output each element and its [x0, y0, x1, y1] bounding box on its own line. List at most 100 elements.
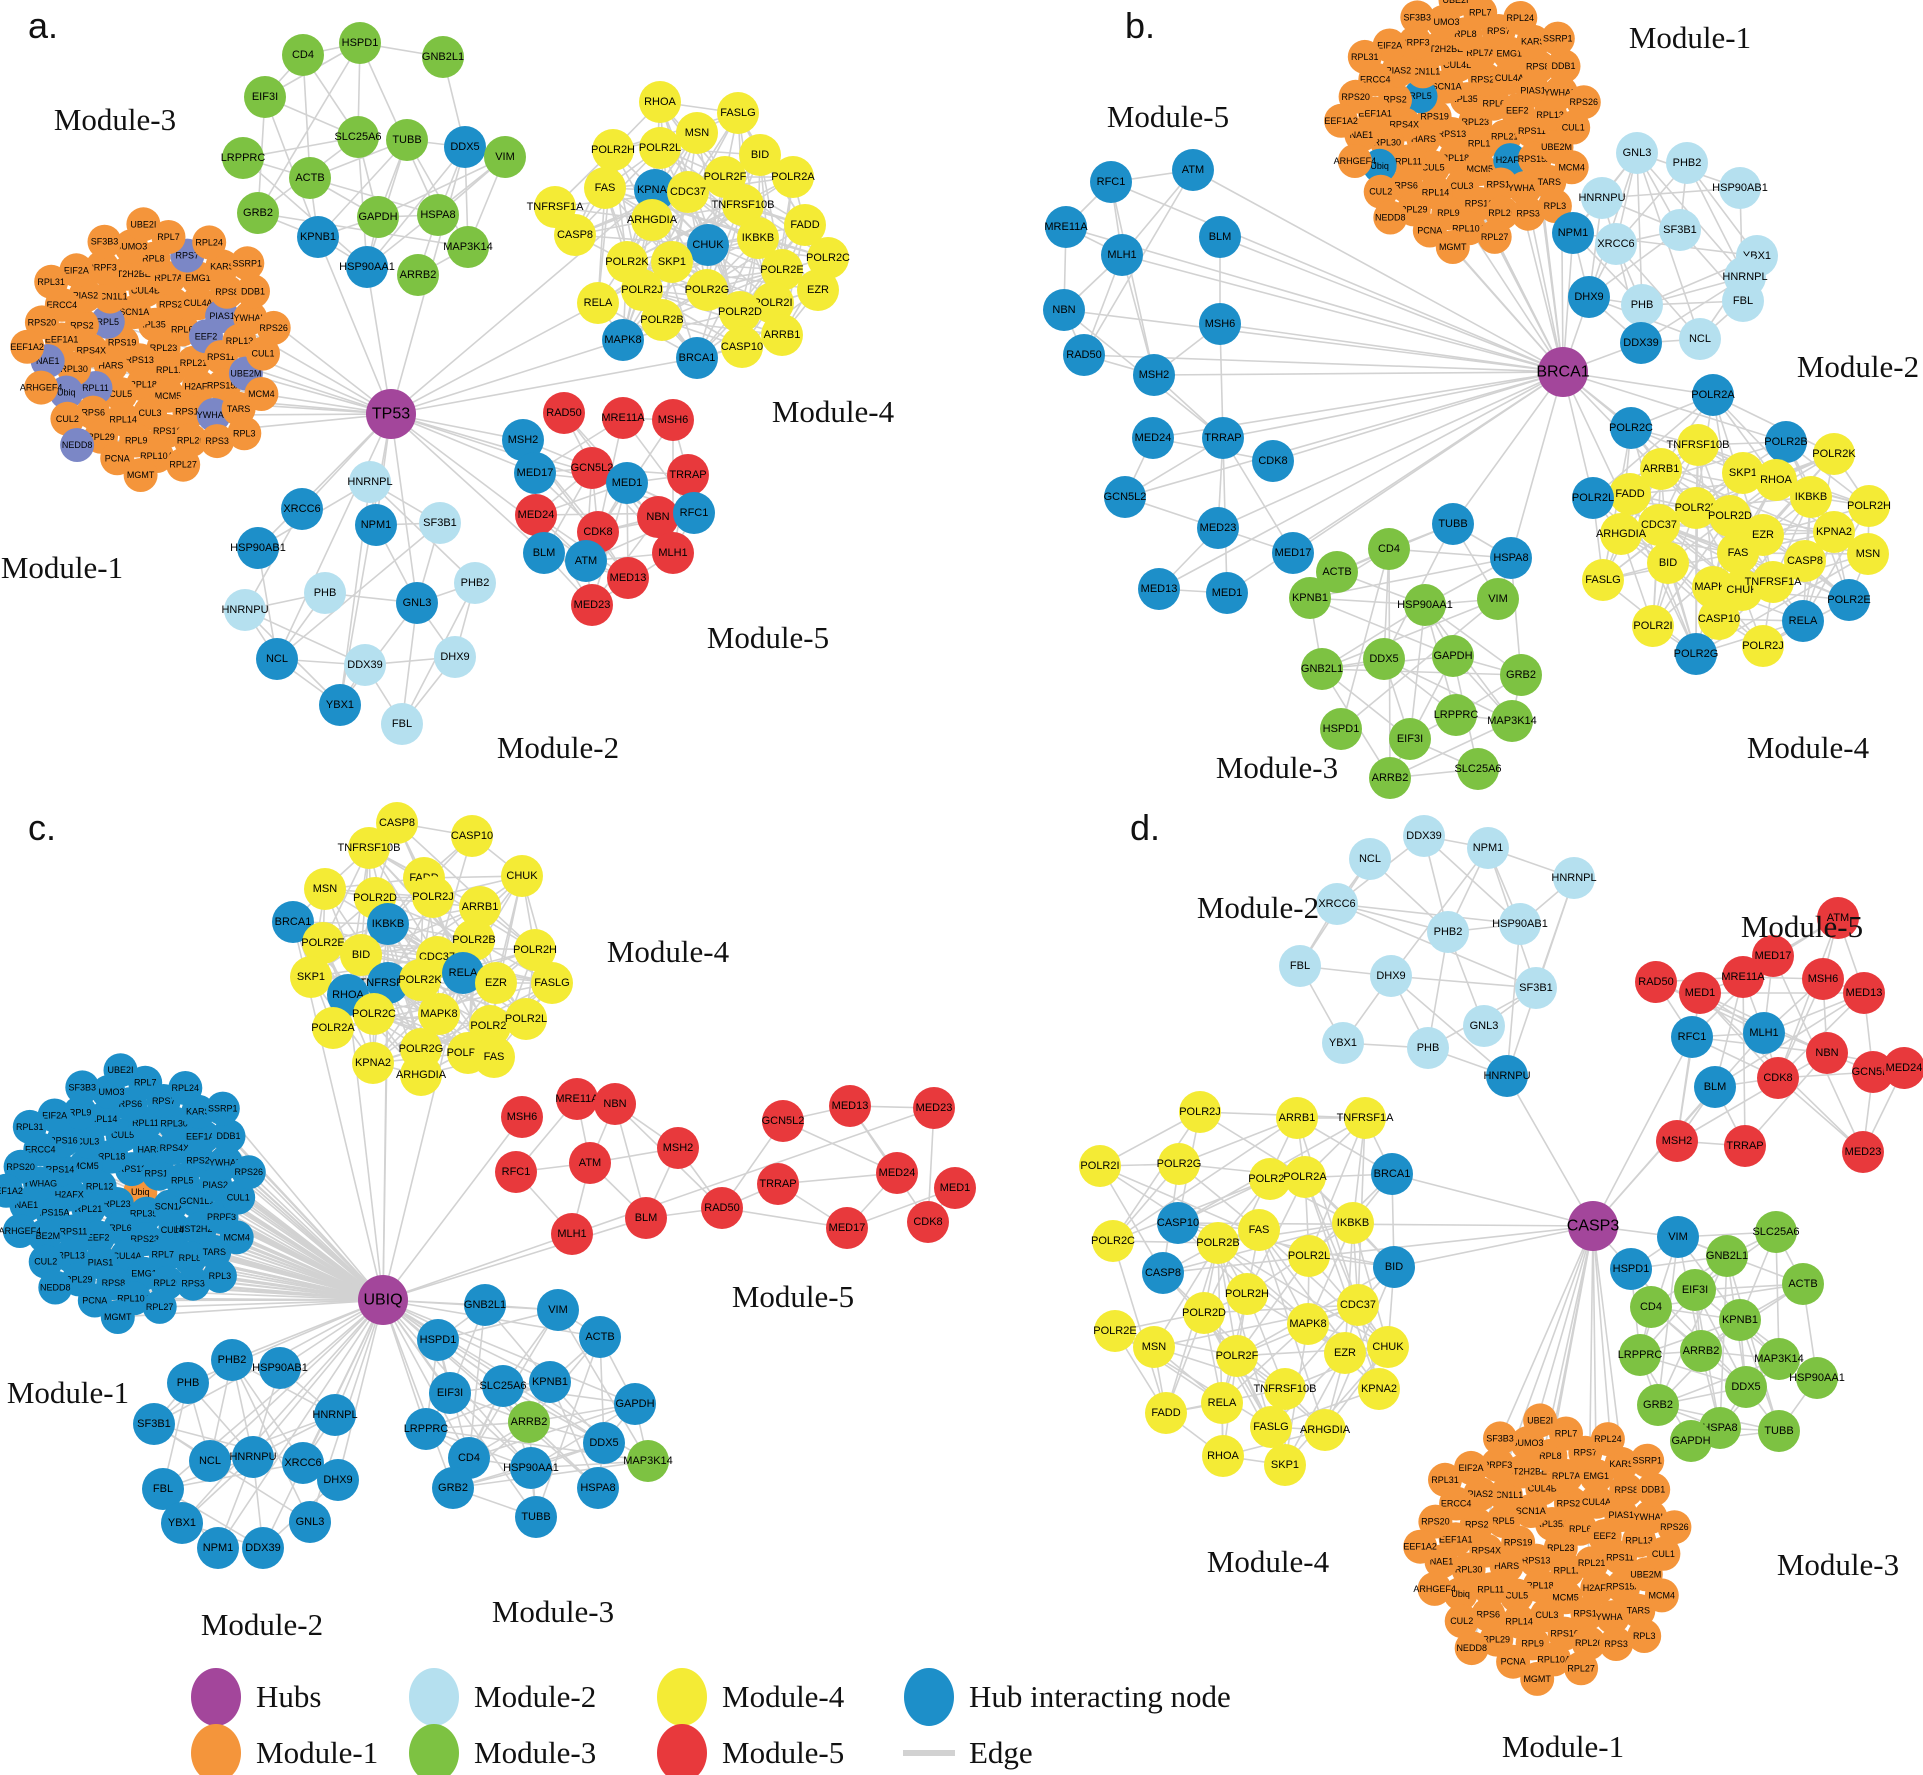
node-CHUK[interactable]: CHUK: [501, 855, 543, 897]
node-circle[interactable]: [652, 532, 694, 574]
node-circle[interactable]: [344, 644, 386, 686]
node-RPL31[interactable]: RPL31: [12, 1109, 47, 1144]
node-circle[interactable]: [1491, 700, 1533, 742]
node-circle[interactable]: [1432, 635, 1474, 677]
node-BLM[interactable]: BLM: [625, 1197, 667, 1239]
node-DHX9[interactable]: DHX9: [434, 636, 476, 678]
node-GRB2[interactable]: GRB2: [432, 1467, 474, 1509]
node-circle[interactable]: [1133, 1326, 1175, 1368]
node-CDK8[interactable]: CDK8: [1757, 1057, 1799, 1099]
node-circle[interactable]: [1337, 1284, 1379, 1326]
node-circle[interactable]: [1637, 1384, 1679, 1426]
node-GAPDH[interactable]: GAPDH: [614, 1383, 656, 1425]
node-MSN[interactable]: MSN: [1847, 533, 1889, 575]
node-circle[interactable]: [1488, 1478, 1523, 1512]
node-PHB[interactable]: PHB: [167, 1362, 209, 1404]
node-circle[interactable]: [90, 304, 125, 339]
node-circle[interactable]: [142, 1289, 177, 1324]
node-circle[interactable]: [1197, 507, 1239, 549]
node-GCN5L2[interactable]: GCN5L2: [1104, 476, 1147, 518]
node-EEF1A2[interactable]: EEF1A2: [10, 329, 45, 364]
node-circle[interactable]: [1638, 504, 1680, 546]
node-SF3B1[interactable]: SF3B1: [1659, 209, 1701, 251]
node-circle[interactable]: [340, 934, 382, 976]
node-circle[interactable]: [24, 305, 59, 340]
node-MLH1[interactable]: MLH1: [1743, 1012, 1785, 1054]
node-circle[interactable]: [400, 1054, 442, 1096]
node-POLR2E[interactable]: POLR2E: [1827, 579, 1871, 621]
node-NBN[interactable]: NBN: [594, 1083, 636, 1125]
node-circle[interactable]: [1264, 1444, 1306, 1486]
node-circle[interactable]: [1620, 322, 1662, 364]
node-circle[interactable]: [224, 589, 266, 631]
node-HSPD1[interactable]: HSPD1: [339, 22, 381, 64]
node-circle[interactable]: [1272, 532, 1314, 574]
node-MED13[interactable]: MED13: [1843, 972, 1885, 1014]
node-circle[interactable]: [554, 214, 596, 256]
node-circle[interactable]: [1742, 625, 1784, 667]
node-ARRB2[interactable]: ARRB2: [1369, 757, 1411, 799]
node-DDX39[interactable]: DDX39: [344, 644, 386, 686]
node-circle[interactable]: [405, 1408, 447, 1450]
node-SF3B3[interactable]: SF3B3: [1483, 1421, 1517, 1456]
node-circle[interactable]: [1404, 584, 1446, 626]
node-NPM1[interactable]: NPM1: [355, 504, 397, 546]
node-MSH6[interactable]: MSH6: [501, 1096, 543, 1138]
node-circle[interactable]: [200, 424, 235, 459]
node-GRB2[interactable]: GRB2: [1500, 654, 1542, 696]
node-circle[interactable]: [1515, 967, 1557, 1009]
node-NEDD8[interactable]: NEDD8: [1454, 1631, 1489, 1666]
node-SLC25A6[interactable]: SLC25A6: [479, 1365, 527, 1407]
node-CASP10[interactable]: CASP10: [1698, 598, 1740, 640]
node-MRE11A[interactable]: MRE11A: [555, 1078, 599, 1120]
node-circle[interactable]: [529, 1361, 571, 1403]
node-MED23[interactable]: MED23: [913, 1087, 955, 1129]
node-FBL[interactable]: FBL: [1279, 945, 1321, 987]
node-RPL31[interactable]: RPL31: [1347, 39, 1382, 74]
node-UBE2I[interactable]: UBE2I: [1523, 1403, 1558, 1438]
node-circle[interactable]: [657, 1127, 699, 1169]
node-circle[interactable]: [1090, 161, 1132, 203]
node-RFC1[interactable]: RFC1: [1671, 1016, 1713, 1058]
node-circle[interactable]: [297, 216, 339, 258]
node-CD4[interactable]: CD4: [1368, 528, 1410, 570]
node-circle[interactable]: [1595, 1600, 1630, 1635]
node-circle[interactable]: [584, 167, 626, 209]
node-circle[interactable]: [1483, 1421, 1517, 1456]
node-KPNB1[interactable]: KPNB1: [529, 1361, 571, 1403]
node-POLR2J[interactable]: POLR2J: [412, 876, 454, 918]
node-circle[interactable]: [222, 137, 264, 179]
node-circle[interactable]: [1473, 1572, 1508, 1607]
node-circle[interactable]: [176, 1266, 211, 1301]
node-circle[interactable]: [625, 1197, 667, 1239]
node-circle[interactable]: [211, 1119, 246, 1154]
node-circle[interactable]: [1226, 1273, 1268, 1315]
node-circle[interactable]: [432, 1467, 474, 1509]
node-SLC25A6[interactable]: SLC25A6: [1454, 748, 1502, 790]
node-circle[interactable]: [1802, 958, 1844, 1000]
node-circle[interactable]: [1828, 579, 1870, 621]
node-circle[interactable]: [1199, 303, 1241, 345]
node-circle[interactable]: [1666, 142, 1708, 184]
node-circle[interactable]: [1656, 1120, 1698, 1162]
node-circle[interactable]: [515, 1496, 557, 1538]
node-CHUK[interactable]: CHUK: [687, 224, 729, 266]
node-circle[interactable]: [434, 636, 476, 678]
node-GAPDH[interactable]: GAPDH: [1432, 635, 1474, 677]
node-circle[interactable]: [65, 1070, 100, 1105]
node-circle[interactable]: [577, 282, 619, 324]
node-circle[interactable]: [244, 76, 286, 118]
node-circle[interactable]: [594, 1083, 636, 1125]
node-YBX1[interactable]: YBX1: [161, 1502, 203, 1544]
node-GCN5L2[interactable]: GCN5L2: [762, 1100, 805, 1142]
node-RPL24[interactable]: RPL24: [192, 225, 227, 260]
node-LRPPRC[interactable]: LRPPRC: [404, 1408, 449, 1450]
node-circle[interactable]: [1427, 911, 1469, 953]
node-circle[interactable]: [246, 336, 280, 371]
node-circle[interactable]: [1252, 440, 1294, 482]
node-MSN[interactable]: MSN: [676, 112, 718, 154]
node-circle[interactable]: [1636, 1472, 1671, 1507]
node-circle[interactable]: [133, 1403, 175, 1445]
node-MSH2[interactable]: MSH2: [1133, 354, 1175, 396]
node-IKBKB[interactable]: IKBKB: [1332, 1202, 1374, 1244]
